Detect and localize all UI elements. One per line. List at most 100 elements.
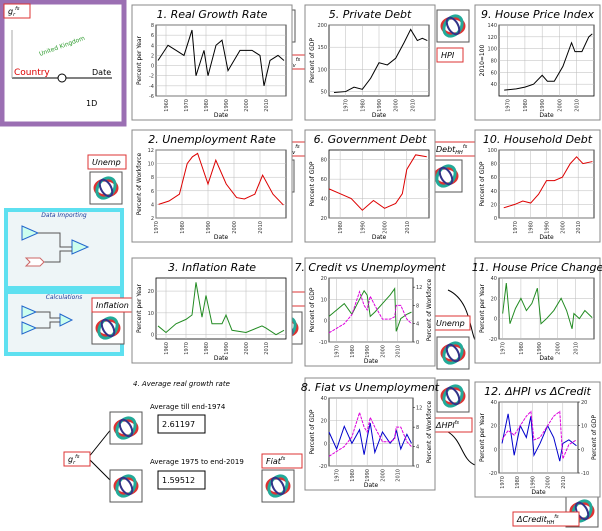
variable-name: g [8,7,13,16]
variable-sub: HH [547,520,555,526]
y2-axis-label: Percent of Workforce [426,278,433,341]
y-tick-label: 10 [148,311,154,317]
op-icon [24,257,45,267]
plot-area [498,277,595,340]
x-tick-label: 1980 [515,476,521,489]
variable-name: HPI [441,51,455,60]
model-icon[interactable] [436,379,470,413]
x-tick-label: 1990 [540,99,546,112]
group-data-importing[interactable] [4,208,124,290]
map-node [57,73,67,83]
model-icon[interactable] [436,336,470,370]
x-tick-label: 1990 [206,221,212,234]
x-tick-label: 1980 [360,99,366,112]
icon-ring [445,16,461,36]
x-tick-label: 1980 [350,345,356,358]
y-tick-label: 40 [321,197,327,203]
model-icon[interactable] [436,9,470,43]
x-tick-label: 1970 [513,221,519,234]
y-tick-label: 20 [148,289,154,295]
x-axis-label: Date [539,234,554,241]
model-icon[interactable] [89,171,123,205]
wire [38,232,72,263]
y-tick-label: 20 [491,296,497,302]
y-tick-label: 150 [317,45,327,51]
variable-label: Inflation [96,301,129,310]
y2-tick-label: 8 [416,303,419,309]
x-tick-label: 2010 [410,99,416,112]
average-box [157,470,206,490]
x-tick-label: 2000 [560,221,566,234]
model-icon[interactable] [109,411,143,445]
plot-area [328,149,430,219]
x-tick-label: 1980 [204,99,210,112]
y-axis-label: Percent of GDP [479,161,486,206]
icon-ring [445,386,461,406]
x-tick-label: 1970 [184,342,190,355]
y-tick-label: -20 [489,471,497,477]
x-tick-label: 2000 [557,99,563,112]
y-tick-label: 20 [321,276,327,282]
y-tick-label: 100 [487,47,497,53]
chart-title: 3. Inflation Rate [168,261,256,274]
plot-area [155,149,287,219]
variable-box[interactable] [512,511,580,527]
y-tick-label: -6 [149,94,154,100]
y-tick-label: 80 [321,158,327,164]
plot-area [328,277,414,343]
y-axis-label: Percent per Year [136,35,143,85]
plot-area [155,277,287,340]
x-tick-label: 1990 [377,99,383,112]
chart-title: 7. Credit vs Unemployment [294,261,446,274]
chart-panel[interactable] [474,381,601,498]
variable-box[interactable] [3,3,31,19]
x-tick-label: 1970 [506,99,512,112]
y-tick-label: 10 [321,297,327,303]
variable-box[interactable] [63,451,91,467]
y-tick-label: 200 [317,23,327,29]
wire [447,431,476,466]
average-value: 2.61197 [162,420,195,429]
icon-ring [98,178,114,198]
map-dim: 1D [86,99,97,108]
series-line [503,156,593,209]
y-tick-label: 60 [321,177,327,183]
average-title: 4. Average real growth rate [133,380,230,388]
variable-label: grfs [68,454,80,466]
variable-sup: fs [281,456,286,462]
icon-ring [438,166,454,186]
plot-area [498,401,579,474]
series-line [157,282,285,336]
chart-title: 10. Household Debt [483,133,593,146]
variable-box[interactable] [87,154,127,170]
y2-tick-label: -10 [581,471,589,477]
model-icon[interactable] [109,469,143,503]
variable-sup: fs [296,57,301,63]
variable-label: Fiatfs [266,456,286,466]
x-axis-label: Date [539,355,554,362]
x-tick-label: 2010 [576,221,582,234]
icon-ring [118,418,134,438]
y-axis-label: Percent per Year [136,283,143,333]
x-axis-label: Date [214,355,229,362]
model-icon[interactable] [91,311,125,345]
variable-box[interactable] [261,453,303,469]
y2-tick-label: 4 [416,445,419,451]
y-tick-label: 40 [491,82,497,88]
y-tick-label: -2 [149,74,154,80]
x-tick-label: 1990 [360,221,366,234]
series-line [328,290,412,334]
variable-box[interactable] [436,47,464,63]
x-tick-label: 2010 [575,99,581,112]
average-value: 1.59512 [162,476,195,485]
variable-label: Unemp [92,158,121,167]
model-icon[interactable] [261,469,295,503]
x-tick-label: 1980 [350,469,356,482]
y-tick-label: 2 [151,216,154,222]
op-icon [59,313,74,327]
y-tick-label: 0 [151,333,154,339]
map-panel[interactable] [0,0,127,127]
y-tick-label: 20 [491,424,497,430]
